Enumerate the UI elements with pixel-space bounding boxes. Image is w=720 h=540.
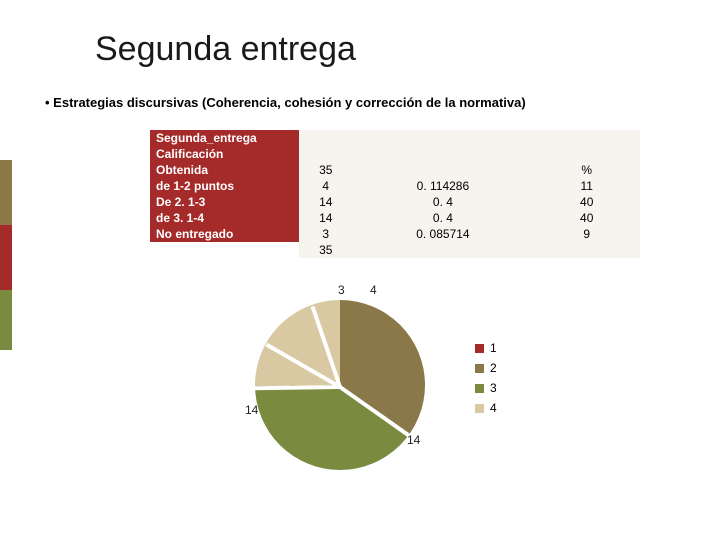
table-row: Obtenida35% [150,162,640,178]
decor-seg-2 [0,225,12,290]
legend-swatch [475,364,484,373]
row-n [299,130,352,146]
table-row: De 2. 1-3140. 440 [150,194,640,210]
pie-slice-label: 4 [370,283,377,297]
row-frac [352,242,533,258]
legend-item: 1 [475,341,497,355]
row-pct: 9 [533,226,640,242]
row-pct: 40 [533,194,640,210]
legend-label: 1 [490,341,497,355]
table-row: No entregado30. 0857149 [150,226,640,242]
pie-chart: 4 14 14 3 [230,275,440,485]
row-frac: 0. 085714 [352,226,533,242]
table-row: 35 [150,242,640,258]
legend-swatch [475,344,484,353]
row-n: 35 [299,242,352,258]
legend-swatch [475,404,484,413]
row-frac [352,146,533,162]
pie-slice-label: 14 [245,403,258,417]
row-pct: 11 [533,178,640,194]
legend-item: 4 [475,401,497,415]
row-label: de 3. 1-4 [150,210,299,226]
legend: 1 2 3 4 [475,335,497,421]
left-accent-decor [0,160,12,340]
pie-slice-label: 3 [338,283,345,297]
row-label: Obtenida [150,162,299,178]
legend-label: 4 [490,401,497,415]
table-row: Calificación [150,146,640,162]
row-frac: 0. 114286 [352,178,533,194]
row-frac [352,130,533,146]
table-row: de 3. 1-4140. 440 [150,210,640,226]
pie-slice-label: 14 [407,433,420,447]
row-n: 35 [299,162,352,178]
legend-item: 3 [475,381,497,395]
row-frac: 0. 4 [352,194,533,210]
row-n: 14 [299,210,352,226]
page-title: Segunda entrega [95,30,356,69]
subtitle: • Estrategias discursivas (Coherencia, c… [45,95,526,110]
legend-item: 2 [475,361,497,375]
row-frac: 0. 4 [352,210,533,226]
table-row: Segunda_entrega [150,130,640,146]
row-label: No entregado [150,226,299,242]
row-pct [533,242,640,258]
row-pct [533,130,640,146]
row-label [150,242,299,258]
row-label: de 1-2 puntos [150,178,299,194]
row-pct: 40 [533,210,640,226]
row-n: 4 [299,178,352,194]
row-n: 14 [299,194,352,210]
decor-seg-3 [0,290,12,350]
row-label: De 2. 1-3 [150,194,299,210]
row-label: Calificación [150,146,299,162]
row-n [299,146,352,162]
pie-graphic [255,300,425,470]
row-label: Segunda_entrega [150,130,299,146]
legend-label: 2 [490,361,497,375]
decor-seg-1 [0,160,12,225]
row-pct: % [533,162,640,178]
legend-label: 3 [490,381,497,395]
row-n: 3 [299,226,352,242]
legend-swatch [475,384,484,393]
data-table: Segunda_entregaCalificaciónObtenida35%de… [150,130,640,258]
table-row: de 1-2 puntos40. 11428611 [150,178,640,194]
row-pct [533,146,640,162]
row-frac [352,162,533,178]
